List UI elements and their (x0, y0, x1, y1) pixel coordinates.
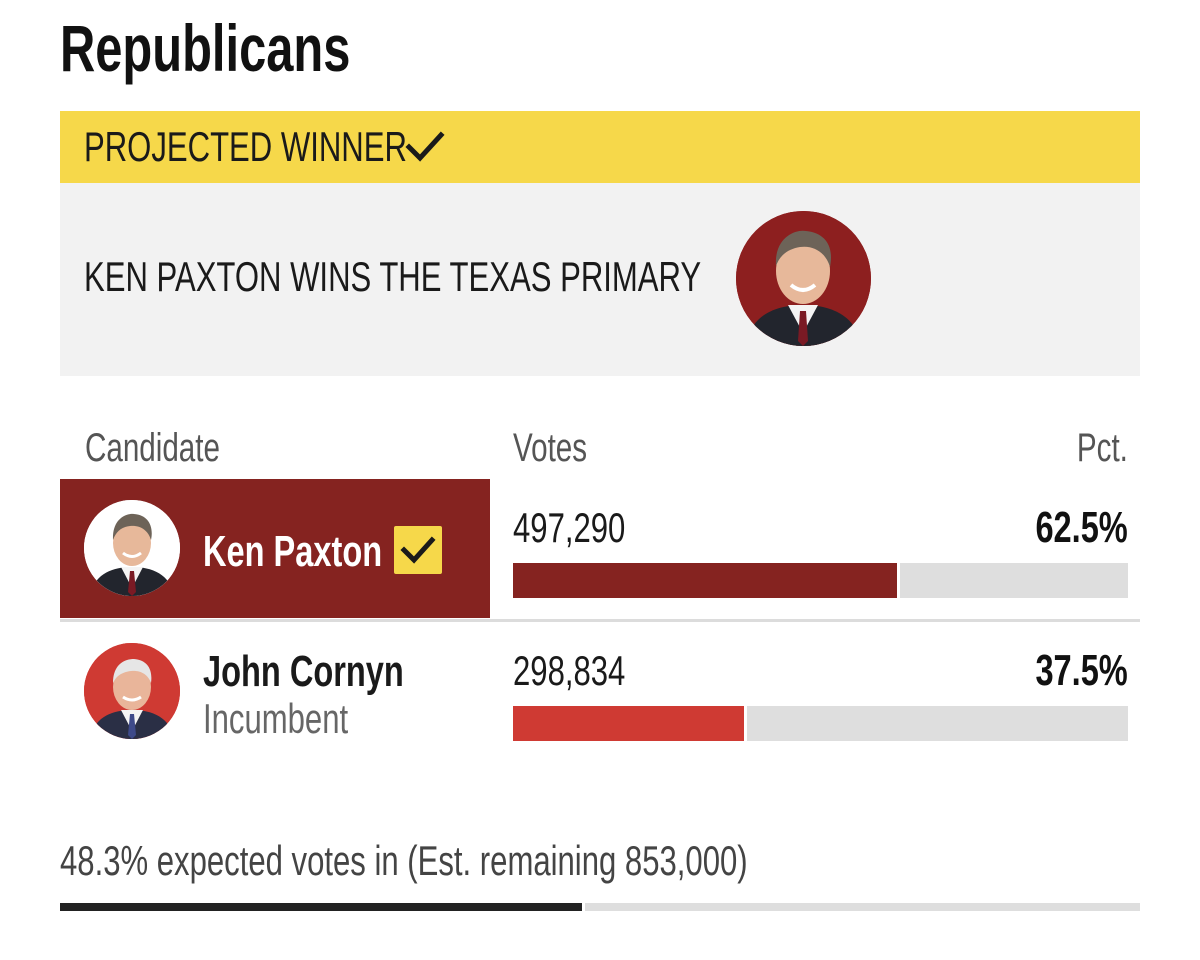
candidate-name: Ken Paxton (203, 527, 383, 576)
projected-winner-banner: PROJECTED WINNER (60, 111, 1140, 183)
candidate-pct: 62.5% (1035, 503, 1128, 552)
row-divider (60, 619, 1140, 622)
vote-share-bar-fill (513, 706, 747, 741)
checkmark-icon (405, 131, 445, 162)
expected-votes-progress-fill (60, 903, 585, 911)
candidate-votes: 298,834 (513, 647, 626, 694)
column-header-candidate: Candidate (85, 426, 220, 470)
candidate-votes: 497,290 (513, 504, 626, 551)
projected-winner-label: PROJECTED WINNER (84, 123, 407, 170)
winner-check-icon (394, 526, 442, 574)
column-header-pct: Pct. (1077, 426, 1128, 470)
vote-share-bar-fill (513, 563, 901, 598)
vote-share-bar-track (513, 706, 1128, 741)
candidate-subtitle: Incumbent (203, 695, 349, 742)
headline-panel: KEN PAXTON WINS THE TEXAS PRIMARY (60, 183, 1140, 376)
candidate-name: John Cornyn (203, 647, 404, 696)
column-header-votes: Votes (513, 426, 588, 470)
expected-votes-progress-track (60, 903, 1140, 911)
candidate-pct: 37.5% (1035, 646, 1128, 695)
expected-votes-text: 48.3% expected votes in (Est. remaining … (60, 837, 748, 884)
vote-share-bar-track (513, 563, 1128, 598)
candidate-avatar-icon (84, 643, 180, 739)
headline-text: KEN PAXTON WINS THE TEXAS PRIMARY (84, 253, 702, 300)
candidate-portrait-icon (736, 211, 871, 346)
candidate-avatar-icon (84, 500, 180, 596)
section-title: Republicans (60, 11, 351, 85)
